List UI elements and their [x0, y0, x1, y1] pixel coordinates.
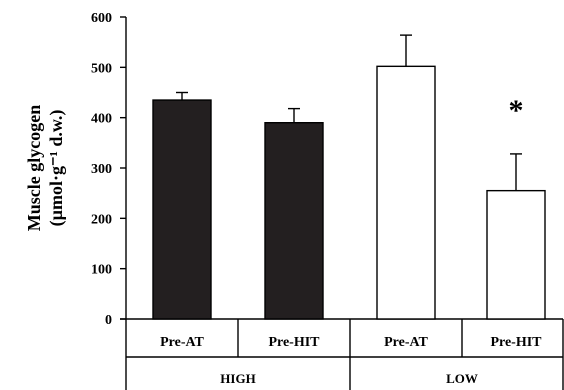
bar-high-1 [264, 121, 324, 320]
x-category-label: Pre-AT [384, 335, 428, 350]
y-tick-label: 400 [91, 112, 112, 127]
y-tick-label: 500 [91, 61, 112, 76]
y-tick-label: 600 [91, 11, 112, 26]
x-category-label: Pre-AT [160, 335, 204, 350]
y-axis-title-line1: Muscle glycogen [24, 105, 44, 231]
y-tick-label: 200 [91, 212, 112, 227]
bars-group [152, 34, 546, 320]
x-category-label: Pre-HIT [268, 335, 320, 350]
significance-asterisk: * [509, 94, 524, 127]
group-label-low: LOW [446, 371, 478, 386]
bar-low-3 [486, 189, 546, 320]
group-label-high: HIGH [220, 371, 255, 386]
x-axis-categories: Pre-AT Pre-HIT Pre-AT Pre-HIT [160, 335, 542, 350]
y-tick-label: 300 [91, 162, 112, 177]
y-tick-label: 0 [105, 313, 112, 328]
bar-high-0 [152, 99, 212, 320]
y-axis-ticks: 0 100 200 300 400 500 600 [91, 11, 126, 328]
bar-low-2 [376, 65, 436, 320]
x-category-label: Pre-HIT [490, 335, 542, 350]
y-tick-label: 100 [91, 263, 112, 278]
y-axis-title-line2: (µmol·g⁻¹ d.w.) [46, 110, 67, 227]
